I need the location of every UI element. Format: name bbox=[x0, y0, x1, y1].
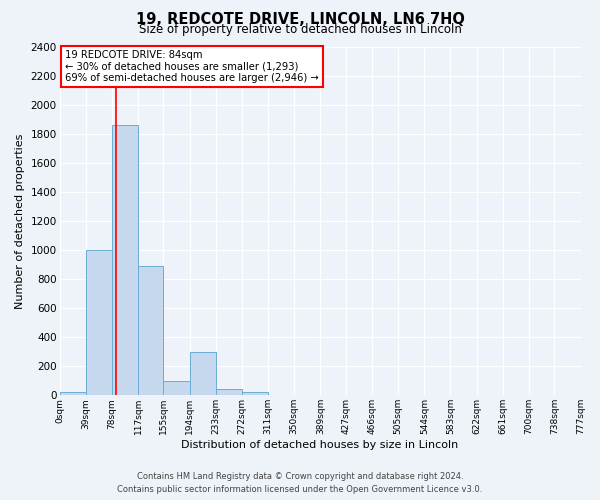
Bar bbox=[112, 125, 138, 396]
Text: 19, REDCOTE DRIVE, LINCOLN, LN6 7HQ: 19, REDCOTE DRIVE, LINCOLN, LN6 7HQ bbox=[136, 12, 464, 28]
Text: Contains HM Land Registry data © Crown copyright and database right 2024.
Contai: Contains HM Land Registry data © Crown c… bbox=[118, 472, 482, 494]
Bar bbox=[86, 250, 112, 396]
Bar bbox=[59, 392, 86, 396]
Text: Size of property relative to detached houses in Lincoln: Size of property relative to detached ho… bbox=[139, 22, 461, 36]
Bar bbox=[242, 392, 268, 396]
Bar bbox=[163, 381, 190, 396]
Bar bbox=[216, 390, 242, 396]
Y-axis label: Number of detached properties: Number of detached properties bbox=[15, 133, 25, 308]
Bar bbox=[138, 266, 163, 396]
Text: 19 REDCOTE DRIVE: 84sqm
← 30% of detached houses are smaller (1,293)
69% of semi: 19 REDCOTE DRIVE: 84sqm ← 30% of detache… bbox=[65, 50, 319, 83]
X-axis label: Distribution of detached houses by size in Lincoln: Distribution of detached houses by size … bbox=[181, 440, 458, 450]
Bar bbox=[190, 352, 216, 396]
